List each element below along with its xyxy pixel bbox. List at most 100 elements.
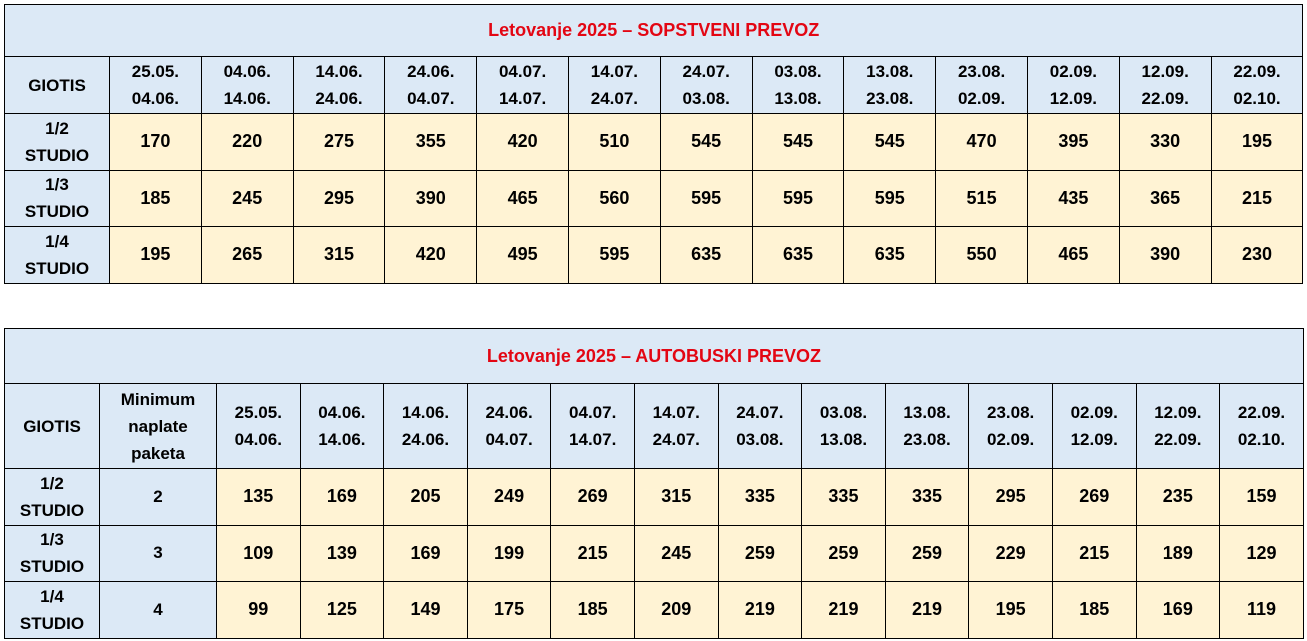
period-header: 14.06. 24.06.	[383, 383, 468, 469]
room-type-label: 1/4 STUDIO	[4, 581, 100, 639]
price-cell: 195	[109, 226, 202, 284]
period-line: 02.10.	[1233, 89, 1281, 108]
price-cell: 550	[935, 226, 1028, 284]
period-line: 03.08.	[682, 89, 730, 108]
price-cell: 510	[567, 113, 661, 171]
period-line: 24.07.	[590, 89, 639, 108]
period-line: 24.07.	[682, 62, 730, 81]
price-cell: 195	[968, 581, 1053, 639]
price-cell: 420	[476, 113, 569, 171]
price-cell: 99	[216, 581, 301, 639]
table-title: Letovanje 2025 – SOPSTVENI PREVOZ	[3, 4, 1304, 57]
room-type-line: STUDIO	[19, 500, 85, 520]
min-header-line: paketa	[131, 443, 185, 463]
price-cell: 259	[884, 524, 970, 582]
period-header: 14.07. 24.07.	[567, 56, 661, 114]
price-cell: 169	[1135, 581, 1221, 639]
period-header: 03.08. 13.08.	[801, 383, 886, 469]
price-cell: 149	[383, 581, 468, 639]
room-type-line: 1/4	[40, 586, 64, 606]
price-cell: 189	[1135, 524, 1221, 582]
price-cell: 335	[717, 468, 803, 526]
period-header: 04.06. 14.06.	[299, 383, 385, 469]
period-header: 24.06. 04.07.	[466, 383, 552, 469]
hotel-name-header: GIOTIS	[4, 383, 100, 469]
period-line: 24.06.	[315, 89, 363, 108]
period-header: 25.05. 04.06.	[216, 383, 301, 469]
period-line: 13.08.	[903, 403, 951, 422]
room-type-line: 1/4	[45, 231, 69, 251]
table-row: 1/3 STUDIO 3 109 139 169 199 215 245 259 259 259 229…	[4, 524, 1304, 582]
period-header: 13.08. 23.08.	[843, 56, 937, 114]
price-cell: 215	[1210, 169, 1304, 227]
price-cell: 595	[659, 169, 753, 227]
period-header: 24.06. 04.07.	[384, 56, 478, 114]
period-line: 12.09.	[1070, 430, 1118, 449]
period-header: 14.07. 24.07.	[633, 383, 719, 469]
room-type-label: 1/2 STUDIO	[4, 113, 110, 171]
price-cell: 635	[751, 226, 845, 284]
period-header: 23.08. 02.09.	[935, 56, 1028, 114]
period-line: 24.07.	[736, 403, 784, 422]
period-line: 14.06.	[401, 403, 450, 422]
price-cell: 390	[1118, 226, 1212, 284]
price-cell: 269	[1051, 468, 1137, 526]
price-cell: 170	[109, 113, 202, 171]
price-cell: 185	[1051, 581, 1137, 639]
period-line: 24.07.	[652, 430, 700, 449]
price-cell: 125	[299, 581, 385, 639]
price-cell: 159	[1219, 468, 1304, 526]
period-line: 14.07.	[569, 430, 617, 449]
period-line: 24.06.	[401, 430, 450, 449]
price-cell: 495	[476, 226, 569, 284]
period-line: 23.08.	[866, 89, 914, 108]
price-table-bus-transport: Letovanje 2025 – AUTOBUSKI PREVOZ GIOTIS…	[4, 328, 1304, 639]
period-line: 14.07.	[590, 62, 639, 81]
price-cell: 269	[550, 468, 635, 526]
price-cell: 230	[1210, 226, 1304, 284]
period-line: 02.09.	[1049, 62, 1097, 81]
period-line: 25.05.	[234, 403, 282, 422]
price-cell: 330	[1118, 113, 1212, 171]
minimum-payment-cell: 4	[99, 581, 217, 639]
period-line: 02.09.	[1070, 403, 1118, 422]
price-cell: 515	[935, 169, 1028, 227]
price-cell: 395	[1026, 113, 1120, 171]
period-line: 12.09.	[1141, 62, 1189, 81]
price-cell: 595	[751, 169, 845, 227]
price-cell: 315	[633, 468, 719, 526]
price-cell: 245	[200, 169, 294, 227]
period-line: 12.09.	[1154, 403, 1202, 422]
period-header: 23.08. 02.09.	[968, 383, 1053, 469]
price-cell: 205	[383, 468, 468, 526]
table-row: 1/3 STUDIO 185 245 295 390 465 560 595 595 595 515 4…	[4, 169, 1304, 227]
period-line: 14.07.	[498, 89, 547, 108]
room-type-label: 1/2 STUDIO	[4, 468, 100, 526]
period-line: 03.08.	[774, 62, 822, 81]
period-line: 04.06.	[131, 89, 180, 108]
price-cell: 195	[1210, 113, 1304, 171]
period-line: 25.05.	[131, 62, 180, 81]
price-cell: 635	[659, 226, 753, 284]
minimum-payment-cell: 3	[99, 524, 217, 582]
price-cell: 465	[476, 169, 569, 227]
minimum-payment-header: Minimum naplate paketa	[99, 383, 217, 469]
price-cell: 185	[109, 169, 202, 227]
period-line: 24.06.	[485, 403, 533, 422]
period-header: 02.09. 12.09.	[1026, 56, 1120, 114]
price-cell: 545	[659, 113, 753, 171]
room-type-label: 1/4 STUDIO	[4, 226, 110, 284]
period-line: 22.09.	[1154, 430, 1202, 449]
period-line: 22.09.	[1237, 403, 1286, 422]
price-cell: 335	[884, 468, 970, 526]
period-line: 04.06.	[223, 62, 271, 81]
room-type-line: STUDIO	[19, 557, 85, 577]
period-header: 12.09. 22.09.	[1135, 383, 1221, 469]
period-line: 14.07.	[652, 403, 700, 422]
room-type-line: STUDIO	[24, 258, 90, 278]
price-cell: 109	[216, 524, 301, 582]
price-cell: 245	[633, 524, 719, 582]
price-cell: 220	[200, 113, 294, 171]
period-header: 04.07. 14.07.	[550, 383, 635, 469]
price-cell: 185	[550, 581, 635, 639]
